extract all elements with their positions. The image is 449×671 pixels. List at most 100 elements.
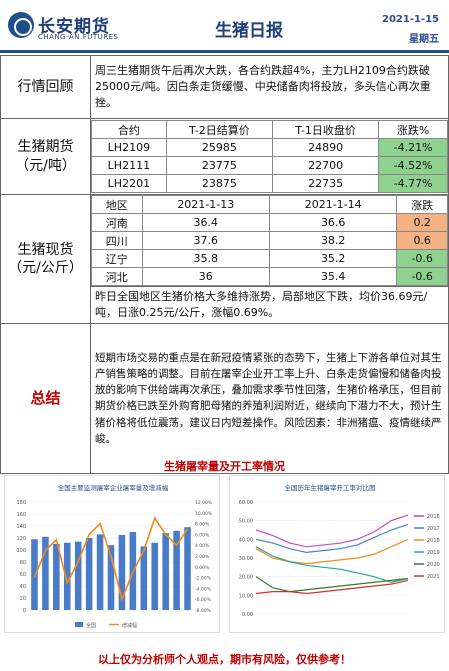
spot-data-row: 辽宁 35.8 35.2 -0.6 — [91, 249, 448, 268]
chart1-bar — [151, 542, 159, 610]
spot-header-cell: 2021-1-14 — [268, 195, 398, 214]
chart-operating-rate-svg: 全国历年生猪屠宰开工率对比图 0.00 10.00 20.00 30.00 40.00 50… — [239, 483, 440, 618]
chart2-legend-label: 2021 — [427, 574, 440, 580]
futures-data-row: LH2111 23775 22700 -4.52% — [91, 156, 448, 175]
chart2-title: 全国历年生猪屠宰开工率对比图 — [285, 483, 376, 492]
chart1-ytick: 180 — [16, 500, 26, 506]
chart1-ytick: 80 — [20, 560, 26, 566]
futures-table: 合约 T-2日结算价 T-1日收盘价 涨跌% LH2109 25985 24890 -4.21… — [91, 120, 448, 193]
spot-cell-d2: 35.2 — [268, 249, 398, 268]
futures-row: 生猪期货 （元/吨） 合约 T-2日结算价 T-1日收盘价 涨跌% LH2109 2598… — [0, 118, 449, 195]
futures-cell-chg: -4.21% — [378, 138, 448, 157]
spot-cell-d1: 35.8 — [141, 249, 270, 268]
futures-cell-t1: 22735 — [271, 174, 380, 193]
futures-cell-t2: 23775 — [165, 156, 273, 175]
spot-cell-d2: 36.6 — [268, 213, 398, 232]
spot-table: 地区 2021-1-13 2021-1-14 涨跌 河南 36.4 36.6 0.2 四川 37.… — [91, 195, 448, 286]
spot-cell-chg: 0.6 — [396, 231, 448, 250]
spot-cell-d1: 36.4 — [141, 213, 270, 232]
chart2-series-line — [255, 523, 409, 554]
futures-data-row: LH2201 23875 22735 -4.77% — [91, 174, 448, 193]
chart1-bar — [63, 542, 71, 610]
futures-header-cell: 合约 — [91, 120, 167, 139]
futures-cell-t1: 22700 — [271, 156, 380, 175]
futures-cell-contract: LH2109 — [91, 138, 167, 157]
spot-header-row: 地区 2021-1-13 2021-1-14 涨跌 — [91, 195, 448, 214]
report-weekday: 星期五 — [409, 34, 439, 45]
review-row: 行情回顾 周三生猪期货午后再次大跌，各合约跌超4%，主力LH2109合约跌破25… — [0, 55, 449, 119]
chart1-title: 全国主要监测屠宰企业屠宰量及增减幅 — [58, 483, 169, 492]
chart1-y2tick: 6.00% — [195, 532, 210, 538]
chart2-legend-label: 2020 — [427, 562, 440, 568]
spot-cell-d1: 36 — [141, 267, 270, 286]
chart1-ytick: 160 — [16, 512, 26, 518]
chart1-ytick: 40 — [20, 584, 26, 590]
chart1-y2tick: 2.00% — [195, 554, 210, 560]
chart1-bar — [74, 541, 82, 610]
futures-header-row: 合约 T-2日结算价 T-1日收盘价 涨跌% — [91, 120, 448, 139]
chart2-ytick: 60.00 — [239, 500, 253, 506]
chart1-ytick: 120 — [16, 536, 26, 542]
charts-title: 生猪屠宰量及开工率情况 — [164, 460, 285, 473]
spot-header-cell: 涨跌 — [396, 195, 448, 214]
company-logo-icon — [8, 12, 34, 38]
report-date: 2021-1-15 — [381, 14, 439, 25]
futures-label-line2: （元/吨） — [15, 157, 76, 174]
chart2-series-line — [255, 579, 409, 595]
chart1-ytick: 20 — [20, 596, 26, 602]
chart1-y2tick: 12.00% — [195, 500, 213, 506]
chart2-legend-label: 2016 — [427, 514, 440, 520]
company-name-cn: 长安期货 — [38, 17, 110, 37]
spot-data-row: 四川 37.6 38.2 0.6 — [91, 231, 448, 250]
chart1-bar — [85, 538, 93, 610]
spot-cell-chg: 0.2 — [396, 213, 448, 232]
spot-cell-chg: -0.6 — [396, 267, 448, 286]
chart1-ytick: 100 — [16, 548, 26, 554]
futures-cell-t2: 25985 — [165, 138, 273, 157]
futures-cell-t2: 23875 — [165, 174, 273, 193]
futures-cell-contract: LH2201 — [91, 174, 167, 193]
company-name-en: CHANG-AN.FUTURES — [38, 33, 119, 41]
review-label: 行情回顾 — [0, 55, 91, 119]
spot-note-row: 昨日全国地区生猪价格大多维持涨势，局部地区下跌，均价36.69元/吨，日涨0.2… — [1, 286, 449, 324]
chart1-bar — [107, 545, 115, 610]
futures-label: 生猪期货 （元/吨） — [0, 118, 91, 195]
chart-slaughter-volume: 全国主要监测屠宰企业屠宰量及增减幅 0 20 40 60 80 100 120 140 160 18… — [4, 475, 220, 633]
chart1-bar — [173, 530, 180, 610]
spot-cell-chg: -0.6 — [396, 249, 448, 268]
summary-label: 总结 — [0, 322, 91, 474]
futures-label-line1: 生猪期货 — [17, 139, 74, 156]
spot-label: 生猪现货 （元/公斤） — [0, 194, 91, 324]
chart2-ytick: 10.00 — [239, 593, 253, 599]
futures-cell-contract: LH2111 — [91, 156, 167, 175]
chart1-line — [33, 516, 189, 602]
chart1-y2tick: -6.00% — [195, 597, 212, 603]
chart1-bar — [96, 534, 104, 610]
spot-cell-d2: 35.4 — [268, 267, 398, 286]
chart2-series-line — [255, 576, 409, 593]
chart1-bar — [53, 544, 60, 610]
chart2-ytick: 40.00 — [239, 537, 253, 543]
chart1-y2tick: 0.00% — [195, 565, 210, 571]
futures-header-cell: T-2日结算价 — [165, 120, 273, 139]
chart1-bar — [162, 533, 169, 610]
chart1-legend-label: 全国 — [86, 622, 96, 629]
spot-cell-region: 河北 — [91, 267, 143, 286]
chart2-ytick: 30.00 — [239, 556, 253, 562]
futures-cell-chg: -4.77% — [378, 174, 448, 193]
chart2-ytick: 50.00 — [239, 519, 253, 525]
chart1-bar — [184, 527, 191, 610]
futures-header-cell: 涨跌% — [378, 120, 448, 139]
futures-cell-t1: 24890 — [271, 138, 380, 157]
chart1-bar — [31, 539, 38, 610]
summary-row: 总结 短期市场交易的重点是在新冠疫情紧张的态势下，生猪上下游各单位对其生产销售策… — [0, 322, 449, 474]
futures-data-row: LH2109 25985 24890 -4.21% — [91, 138, 448, 157]
chart1-y2tick: 8.00% — [195, 522, 210, 528]
spot-row: 生猪现货 （元/公斤） 地区 2021-1-13 2021-1-14 涨跌 河南 36.4… — [0, 194, 449, 324]
futures-header-cell: T-1日收盘价 — [271, 120, 380, 139]
chart2-ytick: 20.00 — [239, 575, 253, 581]
chart-operating-rate: 全国历年生猪屠宰开工率对比图 0.00 10.00 20.00 30.00 40.00 50… — [229, 475, 445, 633]
chart1-ytick: 0 — [23, 608, 26, 614]
spot-note: 昨日全国地区生猪价格大多维持涨势，局部地区下跌，均价36.69元/吨，日涨0.2… — [90, 286, 449, 324]
chart1-bar — [140, 546, 148, 610]
